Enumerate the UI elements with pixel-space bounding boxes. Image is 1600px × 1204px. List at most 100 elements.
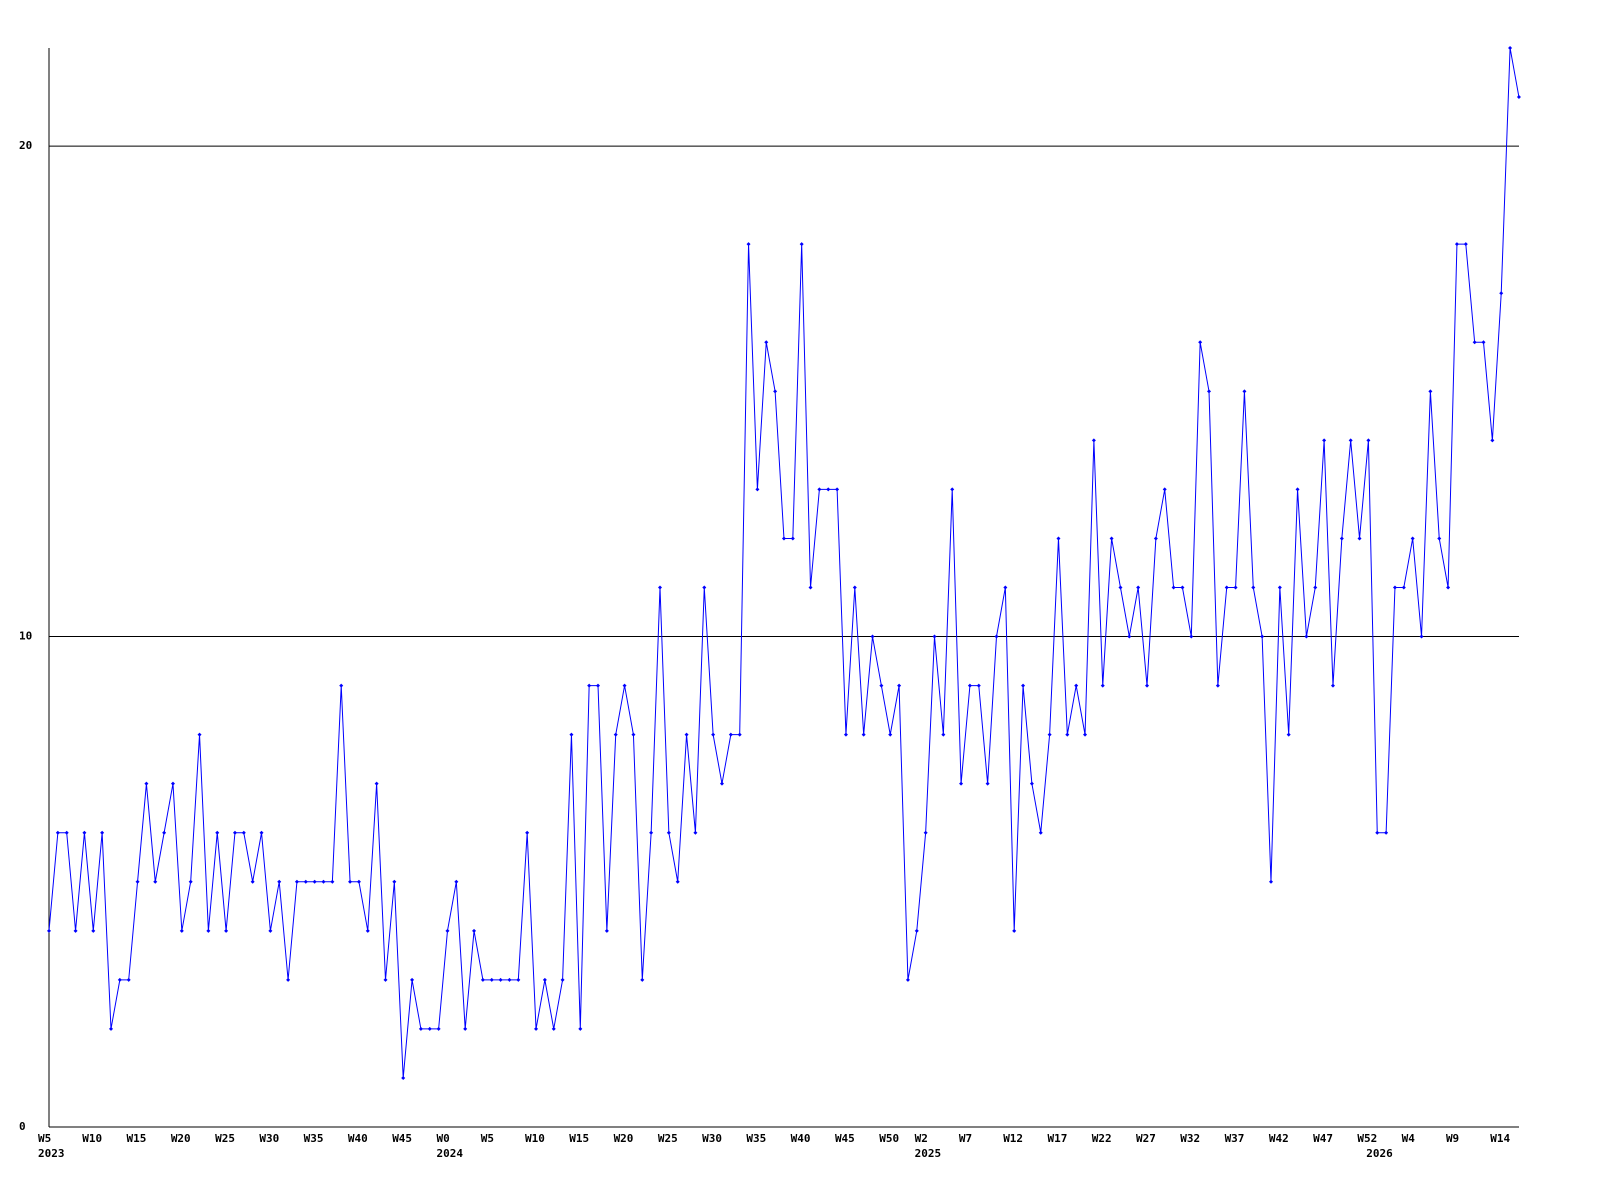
point	[277, 879, 282, 884]
point	[1198, 340, 1203, 345]
point	[1003, 585, 1008, 590]
point	[392, 879, 397, 884]
x-tick-label: W17	[1047, 1132, 1067, 1145]
point	[1207, 389, 1212, 394]
point	[799, 242, 804, 247]
x-tick-label: W30	[702, 1132, 722, 1145]
point	[1419, 634, 1424, 639]
point	[91, 928, 96, 933]
point	[108, 1026, 113, 1031]
point	[498, 977, 503, 982]
point	[410, 977, 415, 982]
point	[790, 536, 795, 541]
x-year-label: 2023	[38, 1147, 65, 1160]
point	[1038, 830, 1043, 835]
point	[1268, 879, 1273, 884]
point	[817, 487, 822, 492]
point	[711, 732, 716, 737]
point	[348, 879, 353, 884]
point	[1339, 536, 1344, 541]
point	[569, 732, 574, 737]
point	[312, 879, 317, 884]
x-tick-label: W12	[1003, 1132, 1023, 1145]
point	[303, 879, 308, 884]
point	[135, 879, 140, 884]
point	[525, 830, 530, 835]
point	[755, 487, 760, 492]
point	[587, 683, 592, 688]
x-tick-label: W42	[1269, 1132, 1289, 1145]
point	[1127, 634, 1132, 639]
point	[1021, 683, 1026, 688]
point	[1508, 46, 1513, 50]
point	[923, 830, 928, 835]
point	[250, 879, 255, 884]
point	[1428, 389, 1433, 394]
x-tick-label: W7	[959, 1132, 972, 1145]
point	[232, 830, 237, 835]
point	[1499, 291, 1504, 296]
point	[1074, 683, 1079, 688]
x-tick-label: W20	[171, 1132, 191, 1145]
point	[1516, 95, 1521, 100]
point	[268, 928, 273, 933]
point	[401, 1075, 406, 1080]
x-tick-label: W35	[304, 1132, 324, 1145]
x-tick-label: W52	[1357, 1132, 1377, 1145]
point	[1304, 634, 1309, 639]
x-tick-label: W10	[525, 1132, 545, 1145]
point	[144, 781, 149, 786]
point	[1260, 634, 1265, 639]
point	[994, 634, 999, 639]
x-tick-label: W15	[569, 1132, 589, 1145]
line	[48, 47, 1520, 1078]
point	[1215, 683, 1220, 688]
point	[1136, 585, 1141, 590]
point	[1091, 438, 1096, 443]
point	[604, 928, 609, 933]
point	[675, 879, 680, 884]
point	[1118, 585, 1123, 590]
point	[1100, 683, 1105, 688]
point	[286, 977, 291, 982]
point	[383, 977, 388, 982]
point	[507, 977, 512, 982]
point	[1322, 438, 1327, 443]
point	[932, 634, 937, 639]
x-tick-label: W25	[658, 1132, 678, 1145]
point	[224, 928, 229, 933]
point	[843, 732, 848, 737]
point	[1029, 781, 1034, 786]
x-tick-label: W35	[746, 1132, 766, 1145]
x-year-label: 2026	[1366, 1147, 1393, 1160]
point	[1162, 487, 1167, 492]
y-tick-label: 20	[19, 139, 32, 152]
point	[1357, 536, 1362, 541]
x-year-label: 2024	[436, 1147, 463, 1160]
point	[1481, 340, 1486, 345]
point	[693, 830, 698, 835]
point	[339, 683, 344, 688]
point	[356, 879, 361, 884]
point	[870, 634, 875, 639]
x-tick-label: W25	[215, 1132, 235, 1145]
x-tick-label: W32	[1180, 1132, 1200, 1145]
point	[631, 732, 636, 737]
point	[967, 683, 972, 688]
point	[489, 977, 494, 982]
point	[516, 977, 521, 982]
x-tick-label: W37	[1225, 1132, 1245, 1145]
point	[888, 732, 893, 737]
x-tick-label: W30	[259, 1132, 279, 1145]
x-tick-label: W50	[879, 1132, 899, 1145]
point	[188, 879, 193, 884]
x-tick-label: W45	[392, 1132, 412, 1145]
point	[941, 732, 946, 737]
point	[1083, 732, 1088, 737]
point	[826, 487, 831, 492]
point	[1056, 536, 1061, 541]
point	[215, 830, 220, 835]
point	[1153, 536, 1158, 541]
y-tick-label: 10	[19, 630, 32, 643]
point	[1401, 585, 1406, 590]
